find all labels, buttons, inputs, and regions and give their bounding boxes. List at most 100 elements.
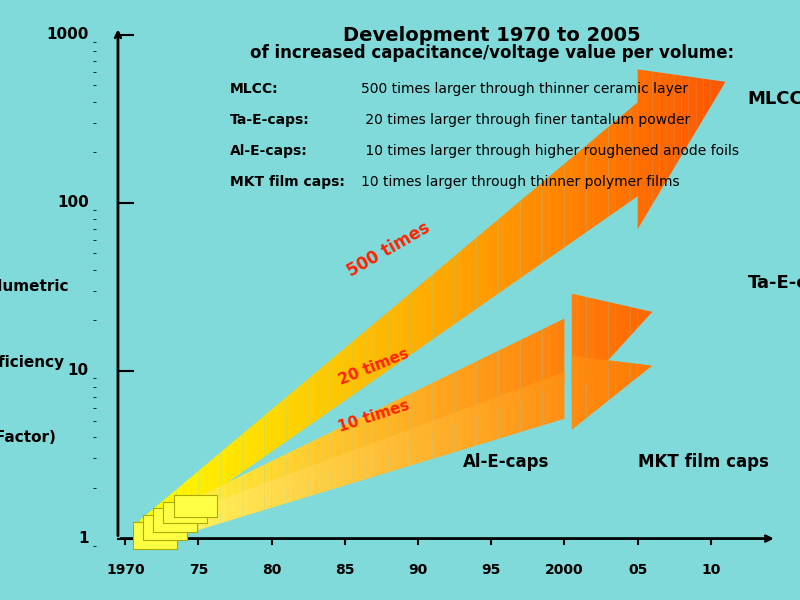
Polygon shape	[308, 373, 315, 426]
Polygon shape	[586, 297, 594, 384]
Polygon shape	[630, 363, 638, 383]
Polygon shape	[477, 401, 484, 445]
Polygon shape	[528, 188, 535, 273]
Polygon shape	[191, 508, 198, 532]
Polygon shape	[177, 483, 184, 518]
Polygon shape	[484, 354, 491, 413]
Text: Volumetric: Volumetric	[0, 279, 69, 294]
Polygon shape	[454, 250, 462, 324]
Polygon shape	[579, 295, 586, 392]
Polygon shape	[338, 425, 345, 469]
Text: efficiency: efficiency	[0, 355, 64, 370]
Polygon shape	[557, 164, 565, 253]
Polygon shape	[491, 396, 498, 441]
Polygon shape	[191, 497, 198, 526]
Polygon shape	[140, 514, 147, 544]
Polygon shape	[579, 357, 586, 424]
Text: 500 times larger through thinner ceramic layer: 500 times larger through thinner ceramic…	[361, 82, 688, 96]
Polygon shape	[352, 448, 359, 483]
Polygon shape	[565, 158, 572, 247]
Polygon shape	[140, 521, 147, 545]
Polygon shape	[433, 379, 440, 433]
Polygon shape	[498, 394, 506, 439]
Polygon shape	[242, 428, 250, 472]
Polygon shape	[169, 516, 177, 539]
Polygon shape	[557, 372, 565, 421]
Polygon shape	[286, 451, 294, 489]
Polygon shape	[440, 415, 447, 457]
Polygon shape	[315, 461, 323, 494]
Text: 10 times: 10 times	[337, 397, 412, 434]
Polygon shape	[521, 194, 528, 278]
Polygon shape	[396, 431, 403, 470]
Polygon shape	[323, 361, 330, 416]
Polygon shape	[382, 404, 389, 452]
Polygon shape	[206, 502, 213, 528]
Polygon shape	[572, 356, 579, 430]
Polygon shape	[359, 445, 367, 481]
Polygon shape	[345, 342, 352, 401]
Polygon shape	[308, 440, 315, 481]
Text: of increased capacitance/voltage value per volume:: of increased capacitance/voltage value p…	[250, 44, 734, 62]
Polygon shape	[462, 244, 470, 319]
Polygon shape	[235, 475, 242, 509]
Polygon shape	[638, 70, 645, 229]
Polygon shape	[426, 421, 433, 461]
Polygon shape	[718, 81, 726, 94]
Polygon shape	[352, 418, 359, 464]
Polygon shape	[272, 457, 279, 494]
Text: 500 times: 500 times	[344, 219, 434, 281]
Polygon shape	[250, 486, 257, 514]
Polygon shape	[623, 362, 630, 389]
Polygon shape	[272, 478, 279, 508]
Polygon shape	[462, 407, 470, 450]
Polygon shape	[608, 302, 616, 360]
Polygon shape	[352, 336, 359, 395]
Polygon shape	[616, 304, 623, 352]
Polygon shape	[440, 376, 447, 430]
Polygon shape	[338, 348, 345, 406]
Polygon shape	[213, 452, 221, 493]
Text: Ta-E-caps:: Ta-E-caps:	[230, 113, 310, 127]
Polygon shape	[153, 508, 197, 532]
Text: 85: 85	[335, 563, 354, 577]
Polygon shape	[250, 468, 257, 503]
Polygon shape	[174, 495, 218, 517]
Polygon shape	[213, 486, 221, 517]
Polygon shape	[484, 225, 491, 304]
Polygon shape	[374, 407, 382, 455]
Text: 10 times larger through thinner polymer films: 10 times larger through thinner polymer …	[361, 175, 679, 189]
Polygon shape	[550, 322, 557, 388]
Polygon shape	[403, 394, 410, 444]
Polygon shape	[594, 359, 601, 412]
Polygon shape	[191, 471, 198, 508]
Text: Development 1970 to 2005: Development 1970 to 2005	[342, 26, 641, 45]
Polygon shape	[426, 383, 433, 436]
Polygon shape	[264, 410, 272, 457]
Polygon shape	[586, 358, 594, 418]
Polygon shape	[410, 390, 418, 441]
Text: 80: 80	[262, 563, 282, 577]
Polygon shape	[169, 490, 177, 523]
Polygon shape	[162, 496, 169, 528]
Polygon shape	[506, 343, 513, 404]
Polygon shape	[535, 329, 542, 393]
Polygon shape	[242, 472, 250, 506]
Polygon shape	[374, 440, 382, 476]
Polygon shape	[447, 413, 454, 454]
Polygon shape	[140, 527, 147, 548]
Text: 10: 10	[701, 563, 721, 577]
Text: MKT film caps:: MKT film caps:	[230, 175, 345, 189]
Polygon shape	[491, 350, 498, 410]
Polygon shape	[447, 372, 454, 427]
Polygon shape	[374, 317, 382, 380]
Polygon shape	[294, 385, 301, 436]
Polygon shape	[154, 502, 162, 533]
Polygon shape	[616, 361, 623, 395]
Polygon shape	[433, 418, 440, 459]
Polygon shape	[184, 511, 191, 535]
Text: MLCC:: MLCC:	[230, 82, 278, 96]
Polygon shape	[272, 403, 279, 452]
Polygon shape	[396, 299, 403, 365]
Polygon shape	[454, 410, 462, 452]
